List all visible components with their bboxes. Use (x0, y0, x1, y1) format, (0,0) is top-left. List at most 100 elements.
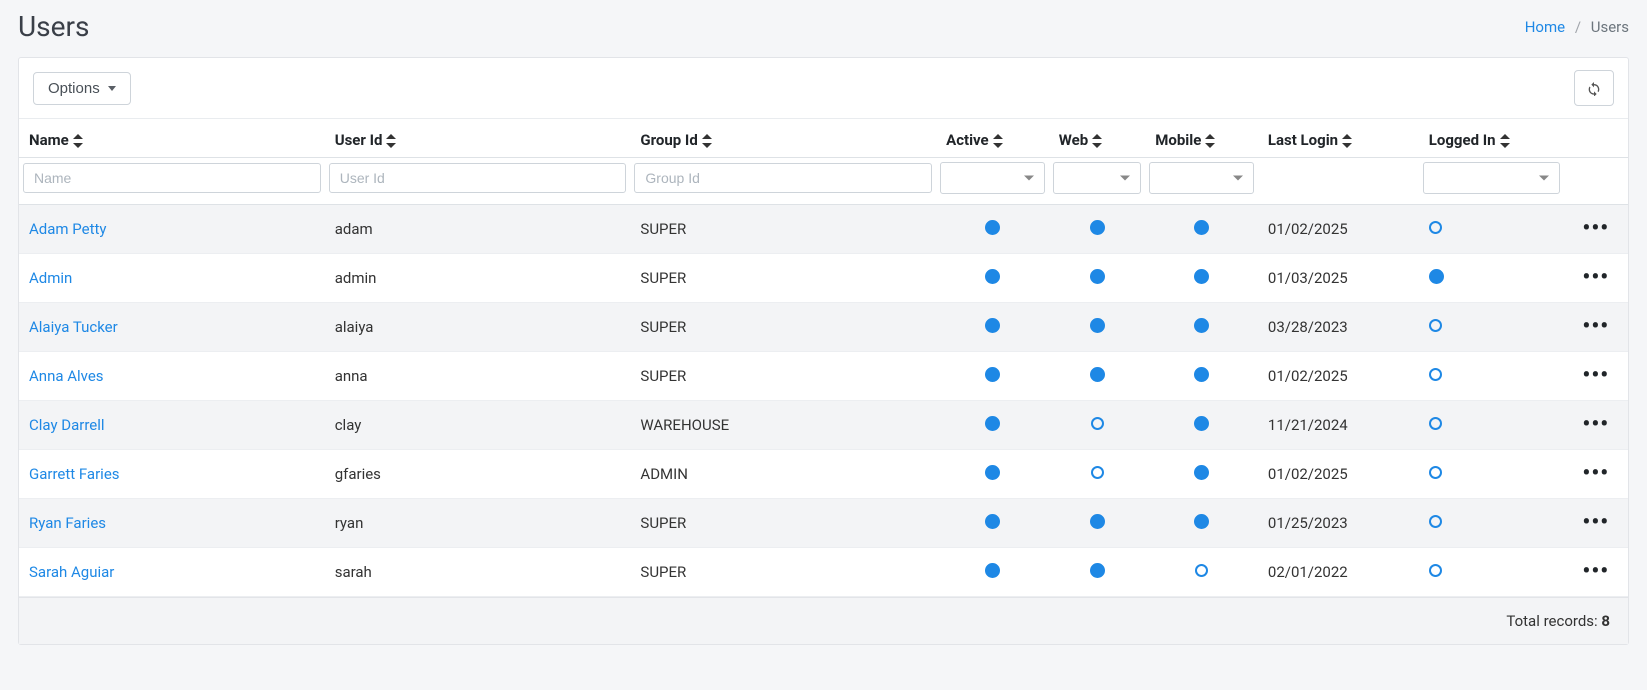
filter-loggedin-select[interactable] (1423, 162, 1560, 194)
status-dot-hollow-icon (1429, 221, 1442, 234)
status-dot-filled-icon (1194, 416, 1209, 431)
sort-icon (73, 134, 83, 148)
col-header-mobile[interactable]: Mobile (1145, 119, 1258, 158)
status-dot-filled-icon (985, 269, 1000, 284)
web-cell (1049, 499, 1146, 548)
sort-icon (1205, 134, 1215, 148)
breadcrumb-home-link[interactable]: Home (1525, 18, 1565, 36)
col-header-active[interactable]: Active (936, 119, 1049, 158)
col-header-name[interactable]: Name (19, 119, 325, 158)
status-dot-filled-icon (1090, 563, 1105, 578)
table-row: Adam PettyadamSUPER01/02/2025••• (19, 205, 1628, 254)
chevron-down-icon (108, 86, 116, 91)
group-id-cell: SUPER (630, 548, 936, 597)
status-dot-filled-icon (1194, 318, 1209, 333)
sort-icon (702, 134, 712, 148)
col-header-userid[interactable]: User Id (325, 119, 631, 158)
sort-icon (993, 134, 1003, 148)
filter-name-input[interactable] (23, 163, 321, 193)
user-name-link[interactable]: Alaiya Tucker (29, 318, 118, 336)
mobile-cell (1145, 450, 1258, 499)
logged-in-cell (1419, 450, 1564, 499)
row-actions-button[interactable]: ••• (1582, 316, 1609, 338)
status-dot-hollow-icon (1429, 466, 1442, 479)
row-actions-button[interactable]: ••• (1582, 463, 1609, 485)
row-actions-button[interactable]: ••• (1582, 218, 1609, 240)
active-cell (936, 450, 1049, 499)
user-name-link[interactable]: Garrett Faries (29, 465, 120, 483)
status-dot-filled-icon (985, 563, 1000, 578)
user-name-link[interactable]: Adam Petty (29, 220, 107, 238)
card-footer: Total records: 8 (19, 597, 1628, 644)
logged-in-cell (1419, 499, 1564, 548)
active-cell (936, 352, 1049, 401)
logged-in-cell (1419, 401, 1564, 450)
last-login-cell: 03/28/2023 (1258, 303, 1419, 352)
filter-userid-input[interactable] (329, 163, 627, 193)
user-name-link[interactable]: Clay Darrell (29, 416, 105, 434)
user-name-link[interactable]: Anna Alves (29, 367, 104, 385)
status-dot-hollow-icon (1429, 368, 1442, 381)
status-dot-filled-icon (985, 367, 1000, 382)
mobile-cell (1145, 205, 1258, 254)
user-id-cell: anna (325, 352, 631, 401)
status-dot-filled-icon (1194, 367, 1209, 382)
active-cell (936, 548, 1049, 597)
status-dot-hollow-icon (1429, 515, 1442, 528)
table-row: Ryan FariesryanSUPER01/25/2023••• (19, 499, 1628, 548)
table-filter-row (19, 158, 1628, 205)
active-cell (936, 303, 1049, 352)
user-name-link[interactable]: Ryan Faries (29, 514, 106, 532)
row-actions-button[interactable]: ••• (1582, 512, 1609, 534)
col-header-groupid[interactable]: Group Id (630, 119, 936, 158)
group-id-cell: SUPER (630, 499, 936, 548)
logged-in-cell (1419, 254, 1564, 303)
mobile-cell (1145, 499, 1258, 548)
status-dot-hollow-icon (1429, 564, 1442, 577)
refresh-icon (1586, 80, 1602, 96)
options-button[interactable]: Options (33, 72, 131, 105)
last-login-cell: 11/21/2024 (1258, 401, 1419, 450)
status-dot-hollow-icon (1091, 466, 1104, 479)
mobile-cell (1145, 254, 1258, 303)
refresh-button[interactable] (1574, 70, 1614, 106)
table-row: Anna AlvesannaSUPER01/02/2025••• (19, 352, 1628, 401)
web-cell (1049, 450, 1146, 499)
web-cell (1049, 205, 1146, 254)
last-login-cell: 01/03/2025 (1258, 254, 1419, 303)
status-dot-hollow-icon (1429, 319, 1442, 332)
col-header-loggedin[interactable]: Logged In (1419, 119, 1564, 158)
user-id-cell: clay (325, 401, 631, 450)
user-name-link[interactable]: Sarah Aguiar (29, 563, 114, 581)
col-header-actions (1564, 119, 1628, 158)
row-actions-button[interactable]: ••• (1582, 365, 1609, 387)
user-id-cell: admin (325, 254, 631, 303)
col-header-lastlogin[interactable]: Last Login (1258, 119, 1419, 158)
status-dot-filled-icon (1090, 220, 1105, 235)
logged-in-cell (1419, 205, 1564, 254)
status-dot-hollow-icon (1091, 417, 1104, 430)
user-id-cell: gfaries (325, 450, 631, 499)
filter-active-select[interactable] (940, 162, 1045, 194)
active-cell (936, 205, 1049, 254)
table-row: Clay DarrellclayWAREHOUSE11/21/2024••• (19, 401, 1628, 450)
col-header-web[interactable]: Web (1049, 119, 1146, 158)
options-button-label: Options (48, 80, 100, 97)
sort-icon (1092, 134, 1102, 148)
filter-web-select[interactable] (1053, 162, 1142, 194)
row-actions-button[interactable]: ••• (1582, 414, 1609, 436)
filter-mobile-select[interactable] (1149, 162, 1254, 194)
filter-groupid-input[interactable] (634, 163, 932, 193)
web-cell (1049, 548, 1146, 597)
user-name-link[interactable]: Admin (29, 269, 72, 287)
last-login-cell: 01/02/2025 (1258, 450, 1419, 499)
status-dot-filled-icon (985, 416, 1000, 431)
active-cell (936, 401, 1049, 450)
row-actions-button[interactable]: ••• (1582, 267, 1609, 289)
active-cell (936, 499, 1049, 548)
status-dot-filled-icon (985, 318, 1000, 333)
web-cell (1049, 352, 1146, 401)
total-records-count: 8 (1601, 612, 1610, 630)
status-dot-filled-icon (1429, 269, 1444, 284)
row-actions-button[interactable]: ••• (1582, 561, 1609, 583)
